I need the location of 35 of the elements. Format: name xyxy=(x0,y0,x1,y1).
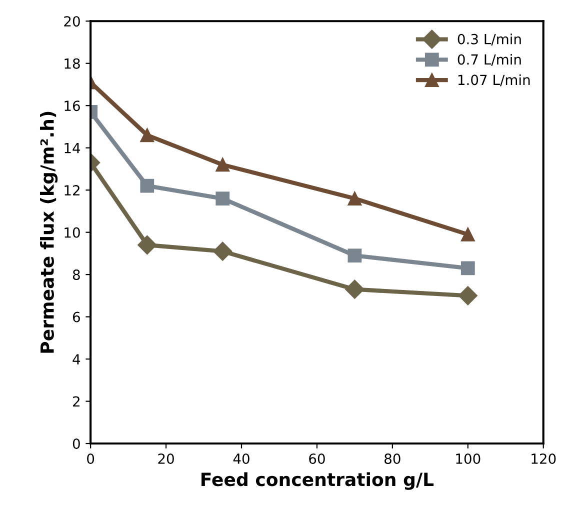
y-tick-label: 18 xyxy=(64,58,80,69)
y-tick-label: 10 xyxy=(64,227,80,238)
point xyxy=(140,128,154,142)
point xyxy=(345,280,364,299)
legend-label: 0.7 L/min xyxy=(458,54,521,66)
legend-label: 0.3 L/min xyxy=(458,34,521,46)
y-axis-title: Permeate flux (kg/m².h) xyxy=(40,112,58,353)
x-tick-label: 20 xyxy=(158,453,174,464)
x-axis-title: Feed concentration g/L xyxy=(202,472,434,490)
point xyxy=(138,235,157,255)
point xyxy=(460,227,475,242)
point xyxy=(216,192,230,206)
y-tick-label: 16 xyxy=(64,100,80,112)
x-tick-label: 120 xyxy=(532,453,556,464)
point xyxy=(348,248,362,262)
x-tick-label: 80 xyxy=(384,453,400,464)
x-tick-label: 0 xyxy=(87,453,94,464)
x-tick-label: 60 xyxy=(309,453,325,464)
y-tick-label: 0 xyxy=(72,438,80,449)
x-tick-label: 100 xyxy=(456,453,480,464)
point xyxy=(216,158,230,172)
y-tick-label: 4 xyxy=(72,354,80,364)
point xyxy=(140,178,154,193)
y-tick-label: 14 xyxy=(64,142,80,154)
y-tick-label: 20 xyxy=(64,16,80,27)
point xyxy=(460,261,475,276)
point xyxy=(213,242,232,261)
x-tick-label: 40 xyxy=(233,453,250,464)
point xyxy=(348,192,362,206)
y-tick-label: 2 xyxy=(73,396,80,407)
point xyxy=(458,286,478,306)
y-tick-label: 12 xyxy=(64,185,80,196)
y-tick-label: 8 xyxy=(72,270,80,280)
y-tick-label: 6 xyxy=(72,312,80,322)
legend-label: 1.07 L/min xyxy=(458,74,530,86)
